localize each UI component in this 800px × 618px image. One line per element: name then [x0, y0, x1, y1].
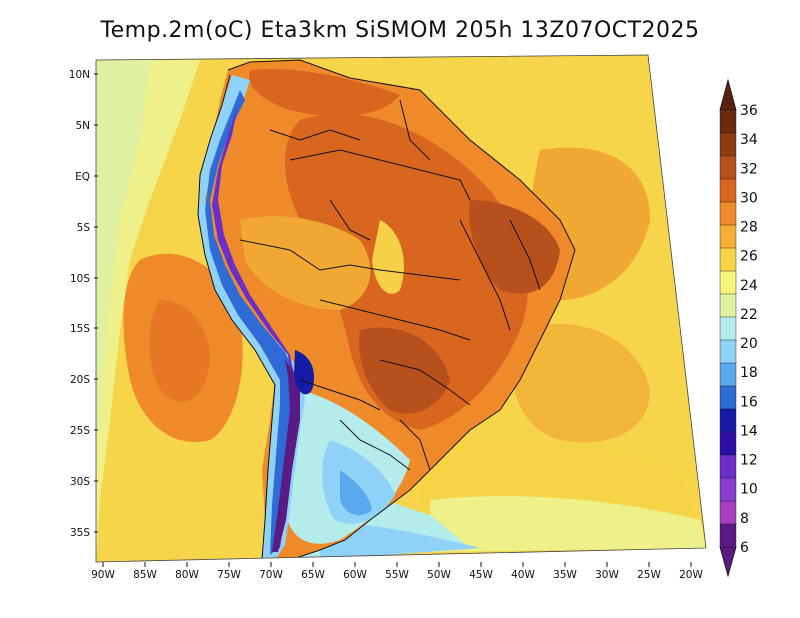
colorbar-cell: [719, 362, 737, 387]
colorbar-cell: [719, 431, 737, 456]
colorbar-cell: [719, 109, 737, 134]
colorbar-cell: [719, 385, 737, 410]
colorbar-cell: [719, 523, 737, 548]
colorbar-cell: [719, 132, 737, 157]
lat-label: 35S: [70, 527, 90, 539]
lon-label: 55W: [385, 569, 409, 581]
lon-label: 60W: [343, 569, 367, 581]
lat-label: 10N: [69, 69, 90, 81]
lon-label: 65W: [301, 569, 325, 581]
colorbar-label: 24: [740, 278, 758, 294]
colorbar-label: 36: [740, 103, 758, 119]
lon-label: 30W: [595, 569, 619, 581]
colorbar-cell: [719, 500, 737, 525]
colorbar-cell: [719, 454, 737, 479]
latitude-axis: 10N 5N EQ 5S 10S 15S 20S 25S 30S 35S: [69, 69, 98, 539]
lon-label: 80W: [175, 569, 199, 581]
colorbar-label: 18: [740, 365, 758, 381]
colorbar-label: 32: [740, 161, 758, 177]
colorbar-cell: [719, 477, 737, 502]
colorbar-label: 6: [740, 540, 749, 556]
colorbar-label: 20: [740, 336, 758, 352]
colorbar: 36 34 32 30 28 26 24 22 20 18 16 14 12 10 8 6: [719, 78, 758, 578]
colorbar-label: 16: [740, 394, 758, 410]
lon-label: 90W: [91, 569, 115, 581]
lon-label: 70W: [259, 569, 283, 581]
colorbar-cell: [719, 247, 737, 272]
colorbar-max-arrow: [719, 78, 737, 111]
lat-label: 10S: [70, 273, 90, 285]
colorbar-label: 30: [740, 190, 758, 206]
colorbar-cell: [719, 178, 737, 203]
colorbar-label: 34: [740, 132, 758, 148]
colorbar-cell: [719, 408, 737, 433]
lon-label: 50W: [427, 569, 451, 581]
colorbar-label: 12: [740, 453, 758, 469]
lat-label: 15S: [70, 323, 90, 335]
colorbar-cell: [719, 339, 737, 364]
lon-label: 85W: [133, 569, 157, 581]
lon-label: 20W: [679, 569, 703, 581]
colorbar-cell: [719, 224, 737, 249]
colorbar-label: 10: [740, 482, 758, 498]
colorbar-label: 8: [740, 511, 749, 527]
colorbar-label: 28: [740, 220, 758, 236]
colorbar-cell: [719, 293, 737, 318]
lon-label: 25W: [637, 569, 661, 581]
colorbar-label: 22: [740, 307, 758, 323]
lon-label: 40W: [511, 569, 535, 581]
lat-label: 5S: [77, 222, 91, 234]
lon-label: 35W: [553, 569, 577, 581]
map-title: Temp.2m(oC) Eta3km SiSMOM 205h 13Z07OCT2…: [100, 18, 700, 43]
political-borders: [197, 59, 576, 561]
lat-label: 5N: [75, 120, 90, 132]
map-frame: [95, 54, 707, 563]
colorbar-cell: [719, 270, 737, 295]
colorbar-label: 26: [740, 249, 758, 265]
colorbar-label: 14: [740, 423, 758, 439]
lat-label: 30S: [70, 476, 90, 488]
colorbar-cell: [719, 316, 737, 341]
colorbar-cell: [719, 201, 737, 226]
longitude-axis: 90W 85W 80W 75W 70W 65W 60W 55W 50W 45W …: [91, 562, 703, 581]
lon-label: 45W: [469, 569, 493, 581]
colorbar-min-arrow: [719, 546, 737, 578]
lon-label: 75W: [217, 569, 241, 581]
lat-label: EQ: [75, 171, 90, 183]
colorbar-cell: [719, 155, 737, 180]
lat-label: 25S: [70, 425, 90, 437]
land-temperature: [198, 60, 575, 560]
lat-label: 20S: [70, 374, 90, 386]
